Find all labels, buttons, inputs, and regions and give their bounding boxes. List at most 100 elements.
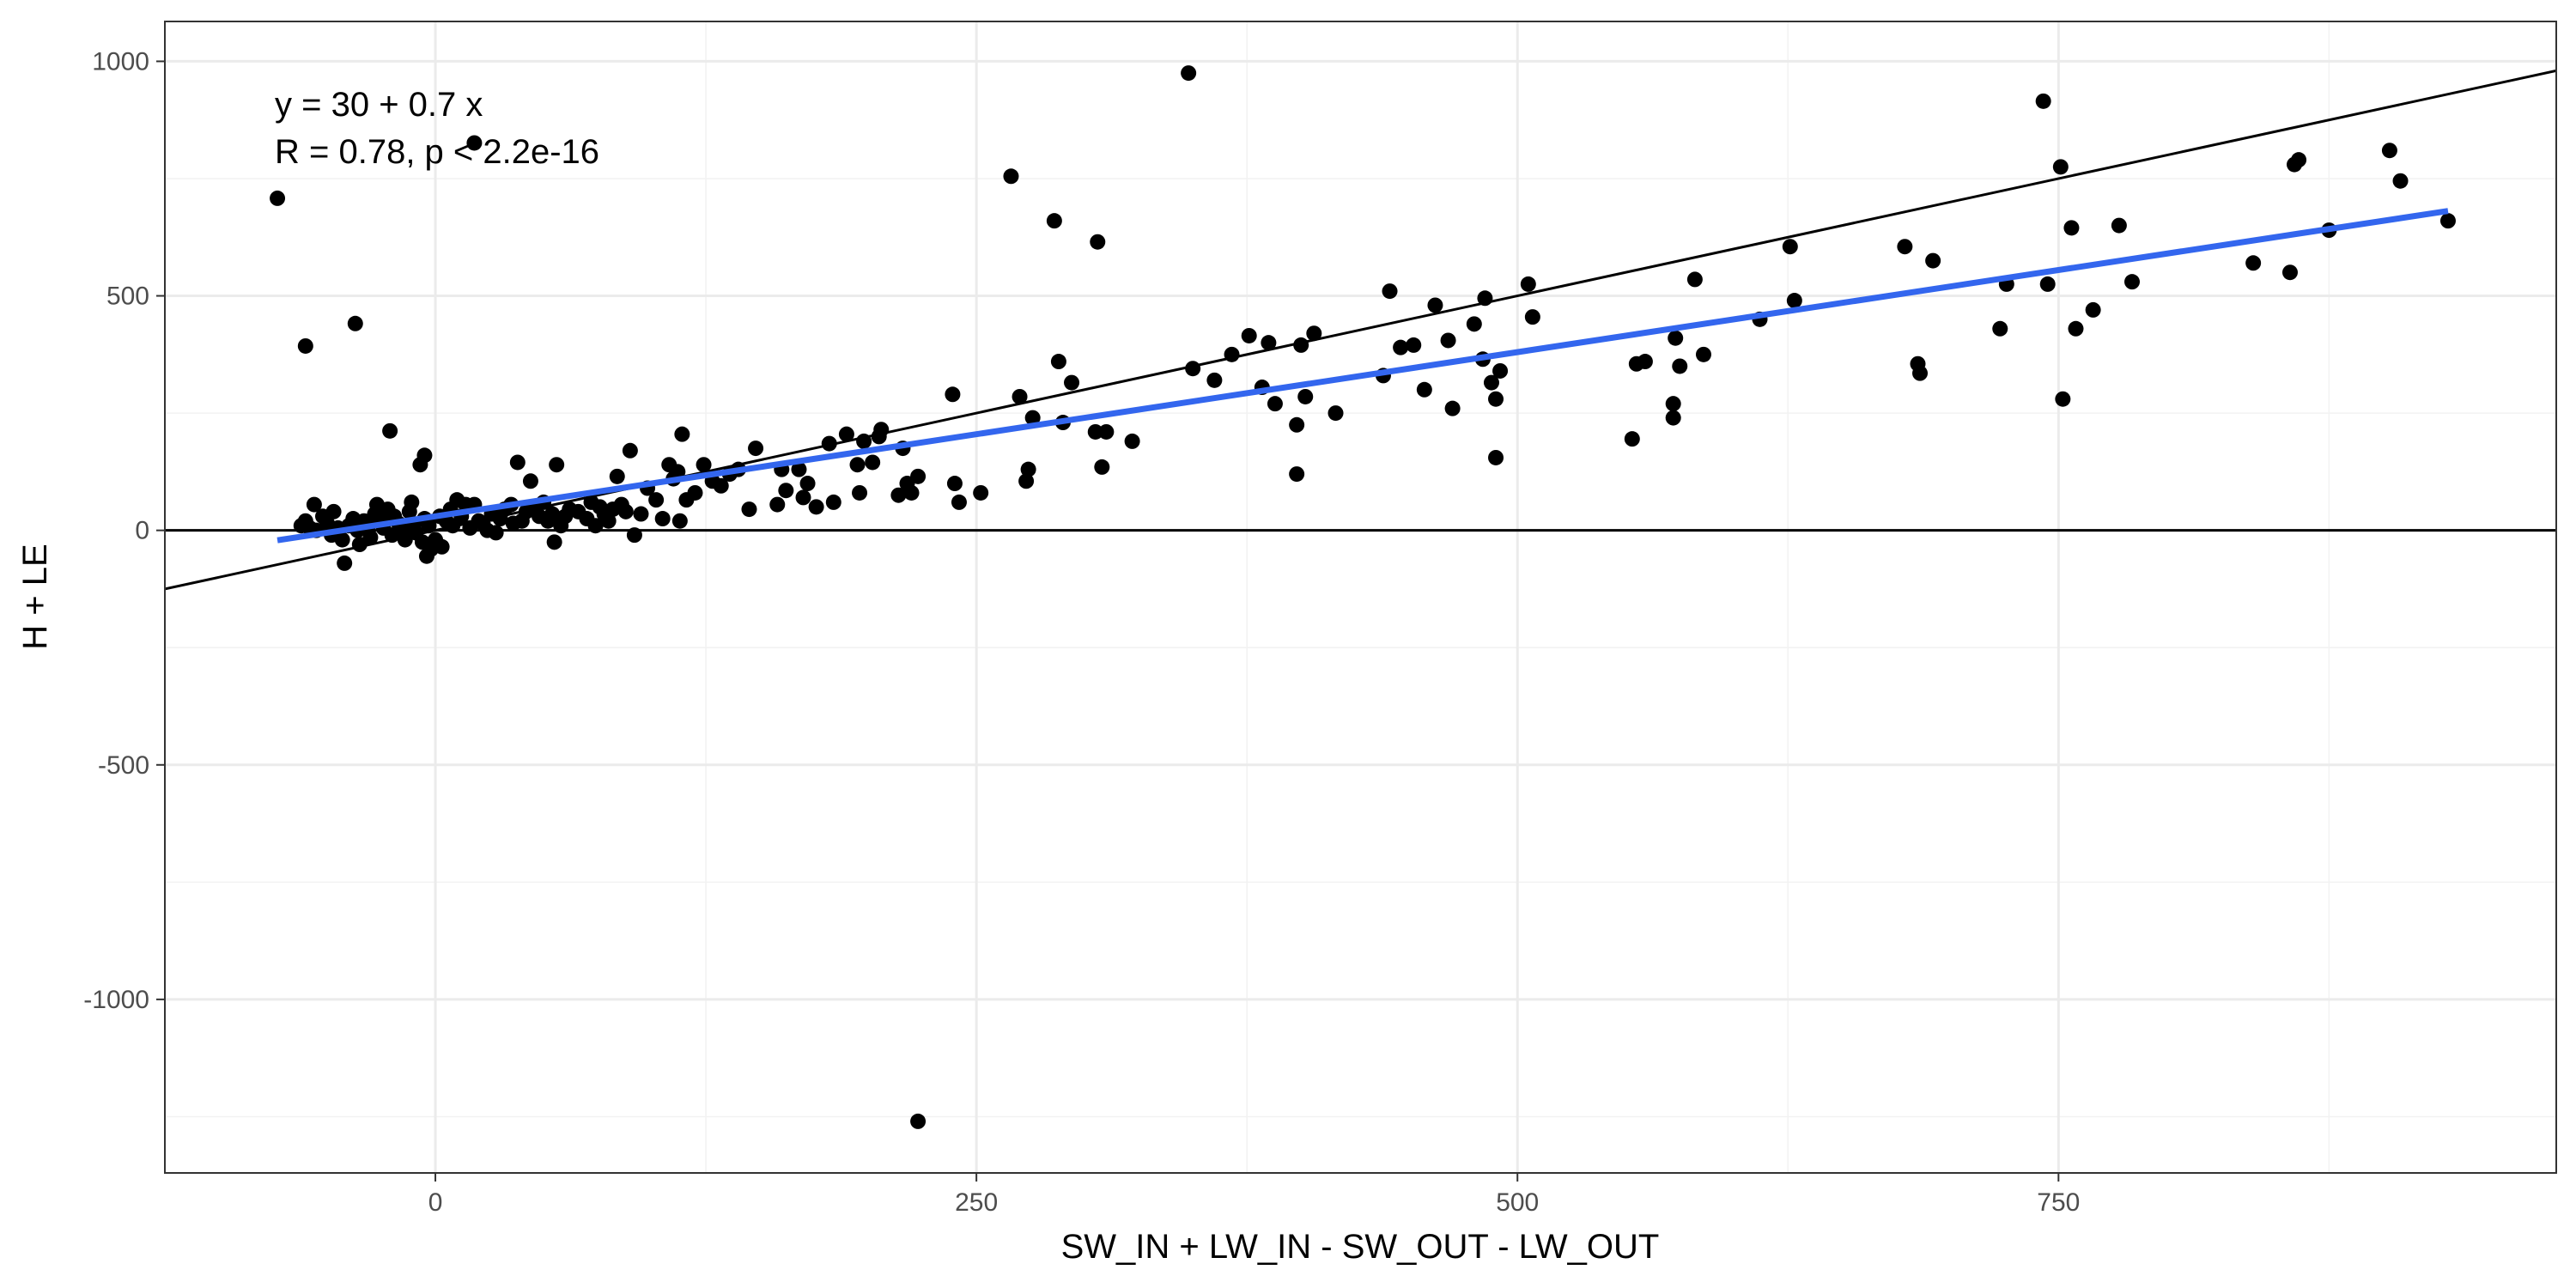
- data-point: [1224, 346, 1240, 362]
- data-point: [1327, 405, 1344, 422]
- data-point: [2039, 276, 2056, 292]
- data-point: [1124, 433, 1140, 449]
- y-tick-label: -500: [98, 751, 149, 780]
- x-axis-title: SW_IN + LW_IN - SW_OUT - LW_OUT: [1061, 1228, 1660, 1266]
- data-point: [2124, 274, 2141, 290]
- data-point: [687, 484, 703, 501]
- grid-major: [165, 21, 2556, 1173]
- regression-fit-line: [276, 208, 2449, 544]
- data-point: [1686, 271, 1703, 288]
- y-tick-label: 1000: [92, 47, 149, 76]
- data-point: [2111, 217, 2127, 234]
- data-point: [2085, 301, 2101, 318]
- data-point: [2381, 143, 2397, 159]
- data-point: [2052, 159, 2069, 175]
- data-point: [654, 511, 671, 527]
- data-point: [1406, 337, 1422, 353]
- data-point: [951, 494, 967, 510]
- data-point: [1466, 316, 1482, 332]
- data-point: [362, 529, 379, 545]
- data-point: [434, 538, 450, 555]
- data-point: [347, 315, 363, 331]
- data-point: [713, 477, 729, 494]
- data-point: [382, 422, 398, 439]
- annotation-equation: y = 30 + 0.7 x: [275, 86, 483, 124]
- data-point: [1444, 400, 1461, 416]
- data-point: [544, 506, 561, 522]
- x-tick-label: 750: [2037, 1188, 2080, 1217]
- data-point: [910, 468, 927, 484]
- data-point: [795, 489, 811, 506]
- data-point: [865, 454, 881, 471]
- data-point: [1520, 276, 1536, 292]
- data-point: [945, 386, 961, 403]
- y-tick-label: 0: [135, 517, 149, 545]
- x-tick-label: 500: [1496, 1188, 1539, 1217]
- data-point: [633, 506, 649, 522]
- data-point: [2439, 213, 2456, 229]
- data-point: [1393, 339, 1409, 355]
- data-point: [2068, 320, 2084, 337]
- data-point: [421, 518, 437, 534]
- data-point: [466, 135, 483, 151]
- data-point: [1665, 410, 1681, 426]
- x-tick-label: 250: [955, 1188, 998, 1217]
- data-point: [404, 494, 420, 510]
- data-point: [2035, 93, 2051, 109]
- data-point: [808, 499, 824, 515]
- data-point: [1018, 473, 1035, 489]
- x-axis-ticks: 0 250 500 750: [428, 1173, 2080, 1217]
- data-point: [549, 457, 565, 473]
- data-point: [1492, 362, 1509, 379]
- data-point: [270, 190, 286, 206]
- data-point: [1382, 283, 1398, 300]
- data-point: [1897, 239, 1913, 255]
- data-point: [334, 532, 350, 548]
- data-point: [297, 337, 313, 354]
- data-point: [903, 484, 920, 501]
- grid-minor: [164, 21, 2556, 1173]
- x-tick-label: 0: [428, 1188, 443, 1217]
- data-point: [856, 433, 872, 449]
- data-point: [741, 501, 757, 518]
- data-point: [671, 513, 688, 529]
- data-point: [1416, 381, 1432, 398]
- data-point: [946, 476, 963, 492]
- data-point: [1098, 423, 1115, 440]
- data-point: [617, 503, 634, 519]
- data-point: [1289, 466, 1305, 483]
- data-point: [778, 483, 794, 499]
- annotation-stats: R = 0.78, p < 2.2e-16: [275, 133, 599, 171]
- data-point: [1912, 365, 1929, 381]
- data-point: [626, 527, 642, 544]
- data-point: [821, 435, 837, 452]
- data-point: [1181, 65, 1197, 82]
- data-point: [509, 454, 526, 471]
- y-axis-title: H + LE: [16, 544, 54, 649]
- data-point: [1440, 332, 1456, 349]
- data-point: [1024, 410, 1041, 426]
- data-point: [1992, 320, 2008, 337]
- data-point: [1427, 297, 1443, 313]
- data-point: [1267, 396, 1283, 412]
- data-point: [769, 496, 786, 513]
- panel-background: [165, 21, 2556, 1173]
- data-point: [696, 457, 712, 473]
- data-point: [600, 513, 617, 529]
- data-point: [1261, 335, 1277, 351]
- data-point: [488, 525, 504, 541]
- data-point: [1046, 213, 1062, 229]
- data-point: [1483, 374, 1499, 391]
- data-point: [1488, 391, 1504, 407]
- data-point: [306, 496, 322, 513]
- data-point: [609, 468, 625, 484]
- data-point: [1637, 354, 1653, 370]
- data-point: [1003, 168, 1019, 185]
- data-point: [337, 555, 353, 571]
- data-point: [1665, 396, 1681, 412]
- data-point: [890, 487, 907, 503]
- y-axis-ticks: -1000 -500 0 500 1000: [83, 47, 165, 1014]
- data-point: [1672, 358, 1688, 374]
- data-point: [1064, 374, 1080, 391]
- y-tick-label: 500: [106, 283, 149, 311]
